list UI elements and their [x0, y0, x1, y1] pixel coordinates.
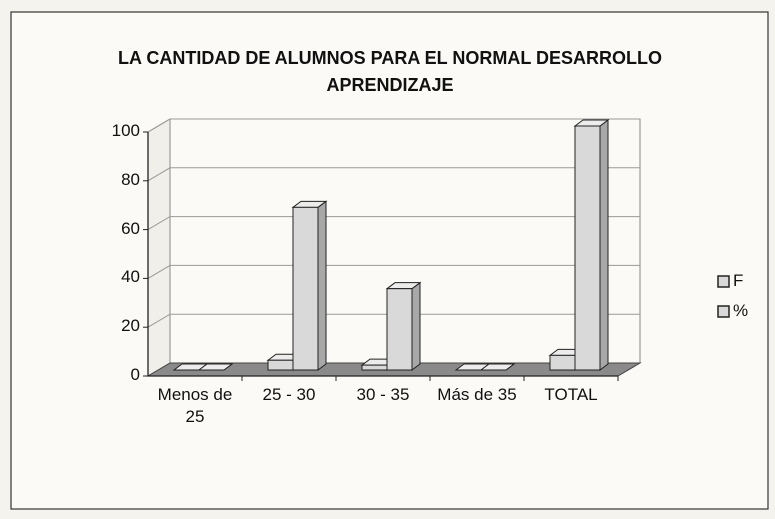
bar: [292, 206, 319, 371]
grid-line: [147, 118, 640, 133]
bar: [549, 354, 576, 371]
grid-line: [147, 167, 640, 182]
bar-side: [599, 119, 609, 371]
bar-top: [197, 363, 234, 371]
legend-label: %: [733, 301, 749, 320]
y-tick-label: 60: [121, 218, 140, 238]
y-tick-label: 20: [121, 316, 140, 336]
bar: [574, 125, 601, 371]
grid-line: [147, 313, 640, 328]
y-tick-label: 40: [121, 267, 140, 287]
legend-swatch: [717, 275, 730, 288]
y-tick-label: 80: [121, 169, 140, 189]
x-tick-label: TOTAL: [544, 385, 598, 404]
bar-top: [479, 363, 516, 371]
grid-line: [147, 264, 640, 279]
bar: [267, 359, 294, 371]
bar-side: [317, 200, 327, 371]
x-tick-label: Menos de 25: [157, 385, 233, 426]
side-wall: [147, 118, 171, 377]
chart-title: LA CANTIDAD DE ALUMNOS PARA EL NORMAL DE…: [118, 48, 662, 95]
legend-label: F: [733, 271, 744, 290]
legend-swatch: [717, 305, 730, 318]
bar-side: [411, 281, 421, 371]
bar: [386, 288, 413, 371]
y-tick-label: 0: [130, 365, 140, 384]
bar: [361, 364, 388, 371]
x-tick-label: 25 - 30: [262, 385, 316, 404]
x-tick-label: 30 - 35: [356, 385, 410, 404]
x-tick-label: Más de 35: [437, 385, 517, 404]
y-tick-label: 100: [111, 121, 140, 140]
grid-line: [147, 216, 640, 231]
